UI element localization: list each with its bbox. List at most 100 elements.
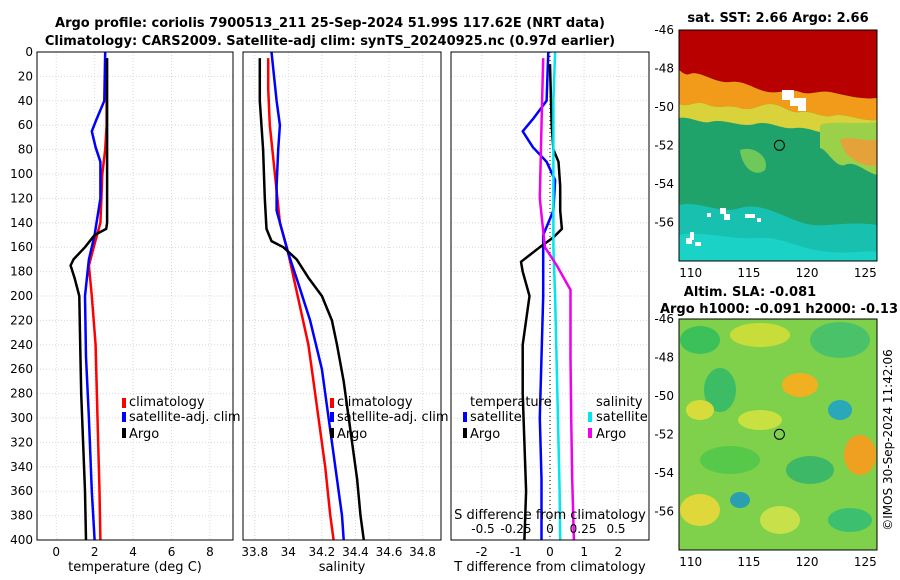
- lon-tick: 120: [796, 555, 819, 569]
- salinity-x-tick-labels: 33.8 34 34.2 34.4 34.6 34.8: [241, 545, 436, 559]
- depth-tick: 20: [18, 69, 33, 83]
- lat-tick: -54: [654, 466, 674, 480]
- lon-tick: 125: [854, 266, 877, 280]
- x-tick-label: 34.2: [309, 545, 336, 559]
- x-tick-label: -2: [476, 545, 488, 559]
- salinity-legend: climatology satellite-adj. clim Argo: [330, 395, 449, 442]
- lat-tick: -52: [654, 139, 674, 153]
- x-tick-label: 34.4: [342, 545, 369, 559]
- x-tick-label: 1: [580, 545, 588, 559]
- temperature-panel: 0204060801001201401601802002202402602803…: [10, 45, 241, 575]
- sst-field: [679, 30, 877, 261]
- series-line-argo: [69, 58, 109, 540]
- lon-tick: 110: [679, 555, 702, 569]
- lat-tick: -54: [654, 177, 674, 191]
- series-line-climatology: [87, 58, 108, 540]
- header-line-1: Argo profile: coriolis 7900513_211 25-Se…: [55, 16, 605, 31]
- series-line-climatology: [266, 58, 335, 540]
- top-tick: 0.25: [570, 522, 597, 536]
- difference-x-tick-labels: -2 -1 0 1 2: [476, 545, 622, 559]
- top-tick: -0.5: [471, 522, 494, 536]
- depth-tick: 260: [10, 362, 33, 376]
- sst-map: sat. SST: 2.66 Argo: 2.66: [654, 11, 878, 280]
- lat-tick: -46: [654, 23, 674, 37]
- header-line-2: Climatology: CARS2009. Satellite-adj cli…: [45, 34, 615, 49]
- lon-tick: 115: [737, 266, 760, 280]
- lat-tick: -52: [654, 428, 674, 442]
- series-line-satellite-adj-clim: [83, 52, 107, 540]
- argo-position-marker: [773, 428, 785, 440]
- x-tick-label: 0: [546, 545, 554, 559]
- lat-tick: -50: [654, 100, 674, 114]
- series-line-salinity-satellite: [552, 52, 562, 540]
- depth-tick: 40: [18, 94, 33, 108]
- depth-tick: 100: [10, 167, 33, 181]
- lat-tick: -56: [654, 505, 674, 519]
- sla-map-subtitle: Argo h1000: -0.091 h2000: -0.13: [660, 302, 898, 317]
- x-tick-label: 34.8: [409, 545, 436, 559]
- lat-tick: -56: [654, 216, 674, 230]
- legend-salinity-title: salinity: [596, 395, 643, 410]
- depth-tick: 60: [18, 118, 33, 132]
- legend-satellite: satellite-adj. clim: [129, 410, 241, 425]
- sla-map-title: Altim. SLA: -0.081: [684, 285, 816, 300]
- depth-tick: 240: [10, 338, 33, 352]
- temperature-x-label: temperature (deg C): [68, 560, 202, 575]
- lon-tick: 110: [679, 266, 702, 280]
- top-tick: -0.25: [500, 522, 531, 536]
- top-axis-ticks: -0.5 -0.25 0 0.25 0.5: [471, 522, 625, 536]
- legend-argo: Argo: [129, 427, 159, 442]
- lat-tick: -50: [654, 389, 674, 403]
- top-tick: 0: [546, 522, 554, 536]
- depth-tick: 200: [10, 289, 33, 303]
- legend-temperature-title: temperature: [470, 395, 552, 410]
- salinity-x-label: salinity: [319, 560, 366, 575]
- temperature-lines: [69, 52, 109, 540]
- x-tick-label: 34: [281, 545, 296, 559]
- legend-sal-satellite: satellite: [596, 410, 648, 425]
- x-tick-label: 0: [52, 545, 60, 559]
- depth-tick: 80: [18, 143, 33, 157]
- x-tick-label: 6: [168, 545, 176, 559]
- lon-tick: 115: [737, 555, 760, 569]
- temperature-legend: climatology satellite-adj. clim Argo: [122, 395, 241, 442]
- top-axis-label: S difference from climatology: [454, 508, 646, 523]
- argo-position-marker: [773, 139, 785, 151]
- legend-argo: Argo: [337, 427, 367, 442]
- depth-tick: 360: [10, 484, 33, 498]
- difference-lines: [519, 52, 576, 540]
- difference-legend: temperature satellite Argo salinity sate…: [463, 395, 648, 442]
- sst-map-title: sat. SST: 2.66 Argo: 2.66: [687, 11, 868, 26]
- series-line-temperature-argo: [519, 64, 564, 540]
- series-line-argo: [258, 58, 366, 540]
- difference-panel: -2 -1 0 1 2 T difference from climatology S …: [450, 51, 650, 575]
- depth-tick: 180: [10, 265, 33, 279]
- salinity-panel: 33.8 34 34.2 34.4 34.6 34.8 salinity climatol…: [241, 51, 449, 575]
- x-tick-label: 4: [129, 545, 137, 559]
- legend-satellite: satellite-adj. clim: [337, 410, 449, 425]
- legend-temp-argo: Argo: [470, 427, 500, 442]
- x-tick-label: 8: [206, 545, 214, 559]
- series-line-salinity-argo: [538, 58, 576, 540]
- legend-climatology: climatology: [129, 395, 205, 410]
- sla-map-ticks: 110 115 120 125 -46 -48 -50 -52 -54 -56: [654, 312, 876, 569]
- depth-tick: 380: [10, 509, 33, 523]
- sla-map: Altim. SLA: -0.081 Argo h1000: -0.091 h2…: [654, 285, 898, 569]
- temperature-x-tick-labels: 0 2 4 6 8: [52, 545, 213, 559]
- lat-tick: -46: [654, 312, 674, 326]
- depth-tick: 220: [10, 313, 33, 327]
- imos-credit: ©IMOS 30-Sep-2024 11:42:06: [881, 349, 895, 531]
- x-tick-label: 34.6: [376, 545, 403, 559]
- x-tick-label: 2: [91, 545, 99, 559]
- temperature-grid: [37, 51, 233, 541]
- x-tick-label: 33.8: [241, 545, 268, 559]
- sst-map-ticks: 110 115 120 125 -46 -48 -50 -52 -54 -56: [654, 23, 876, 280]
- lon-tick: 120: [796, 266, 819, 280]
- lon-tick: 125: [854, 555, 877, 569]
- depth-tick: 320: [10, 435, 33, 449]
- top-tick: 0.5: [606, 522, 625, 536]
- depth-tick: 400: [10, 533, 33, 547]
- depth-tick: 160: [10, 240, 33, 254]
- difference-x-label: T difference from climatology: [453, 560, 646, 575]
